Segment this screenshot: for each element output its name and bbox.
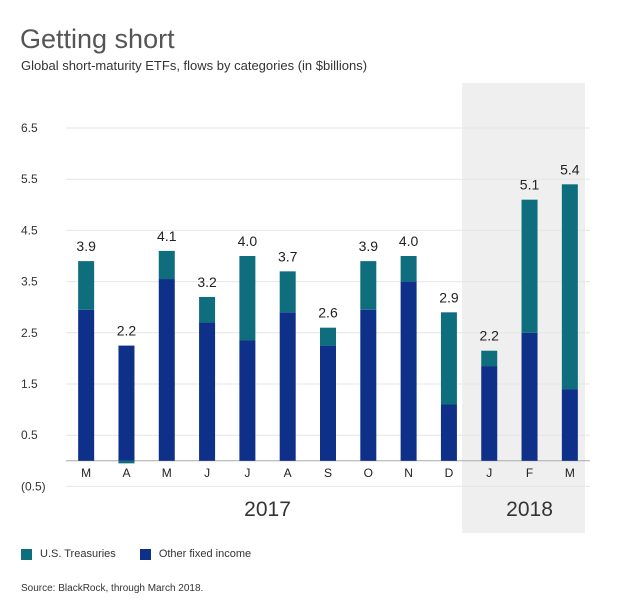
- legend-label-other: Other fixed income: [159, 548, 251, 560]
- bar-other-fixed-income: [78, 310, 94, 461]
- bar-us-treasuries: [441, 312, 457, 404]
- year-label: 2018: [506, 498, 553, 521]
- legend-label-treasuries: U.S. Treasuries: [40, 548, 116, 560]
- bar-total-label: 5.4: [560, 161, 580, 177]
- bar-total-label: 2.2: [479, 328, 499, 344]
- x-tick-label: J: [244, 466, 250, 480]
- bar-total-label: 2.9: [439, 289, 459, 305]
- legend-swatch-treasuries: [21, 549, 32, 560]
- bar-other-fixed-income: [562, 389, 578, 461]
- bar-us-treasuries: [320, 328, 336, 346]
- y-tick-label: 4.5: [21, 223, 38, 237]
- bar-total-label: 5.1: [520, 177, 540, 193]
- bar-us-treasuries: [239, 256, 255, 340]
- bar-other-fixed-income: [118, 346, 134, 461]
- bar-us-treasuries: [280, 271, 296, 312]
- bar-other-fixed-income: [159, 279, 175, 461]
- source-note: Source: BlackRock, through March 2018.: [21, 583, 203, 594]
- y-tick-label: 3.5: [21, 275, 38, 289]
- bar-total-label: 2.6: [318, 305, 338, 321]
- bar-total-label: 4.0: [238, 233, 258, 249]
- x-tick-label: F: [526, 466, 533, 480]
- bar-other-fixed-income: [441, 404, 457, 460]
- bar-us-treasuries: [481, 351, 497, 366]
- bar-other-fixed-income: [401, 282, 417, 461]
- bar-us-treasuries: [78, 261, 94, 310]
- legend-swatch-other: [140, 549, 151, 560]
- x-tick-label: M: [162, 466, 172, 480]
- y-tick-label: (0.5): [21, 479, 46, 493]
- bar-other-fixed-income: [481, 366, 497, 461]
- stacked-bar-chart: 6.5 5.5 4.5 3.5 2.5 1.5 0.5 (0.5) 3.9 M 2.2 A 4.1 M 3.…: [0, 0, 620, 540]
- x-tick-label: J: [486, 466, 492, 480]
- y-tick-label: 2.5: [21, 326, 38, 340]
- bar-us-treasuries: [159, 251, 175, 279]
- x-tick-label: O: [364, 466, 373, 480]
- bar-other-fixed-income: [199, 323, 215, 461]
- bar-us-treasuries: [118, 461, 134, 464]
- x-tick-label: M: [565, 466, 575, 480]
- bar-other-fixed-income: [360, 310, 376, 461]
- bar-total-label: 3.9: [76, 238, 96, 254]
- x-tick-label: D: [445, 466, 454, 480]
- x-tick-label: A: [122, 466, 130, 480]
- x-tick-label: M: [81, 466, 91, 480]
- bar-us-treasuries: [360, 261, 376, 310]
- bar-total-label: 4.1: [157, 228, 177, 244]
- y-tick-label: 1.5: [21, 377, 38, 391]
- bar-total-label: 2.2: [117, 323, 137, 339]
- x-tick-label: S: [324, 466, 332, 480]
- bar-other-fixed-income: [239, 340, 255, 460]
- x-tick-label: A: [284, 466, 292, 480]
- bar-us-treasuries: [401, 256, 417, 282]
- x-tick-label: J: [204, 466, 210, 480]
- bar-us-treasuries: [522, 200, 538, 333]
- legend-item-treasuries: U.S. Treasuries: [21, 548, 116, 560]
- y-tick-label: 6.5: [21, 121, 38, 135]
- bar-total-label: 3.7: [278, 248, 298, 264]
- y-tick-label: 5.5: [21, 172, 38, 186]
- bar-other-fixed-income: [280, 312, 296, 460]
- legend: U.S. Treasuries Other fixed income: [21, 548, 275, 560]
- bar-total-label: 4.0: [399, 233, 419, 249]
- y-tick-label: 0.5: [21, 428, 38, 442]
- bar-other-fixed-income: [320, 346, 336, 461]
- legend-item-other: Other fixed income: [140, 548, 251, 560]
- year-label: 2017: [244, 498, 291, 521]
- bar-total-label: 3.2: [197, 274, 217, 290]
- bar-us-treasuries: [199, 297, 215, 323]
- bar-total-label: 3.9: [359, 238, 379, 254]
- bar-us-treasuries: [562, 184, 578, 389]
- bar-other-fixed-income: [522, 333, 538, 461]
- x-tick-label: N: [404, 466, 413, 480]
